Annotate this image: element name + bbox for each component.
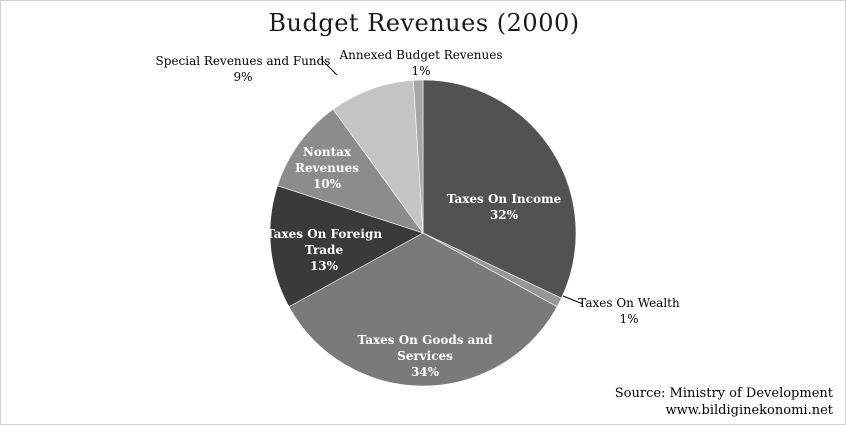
slice-value-special-revenues-and-funds: 9% — [233, 70, 252, 84]
slice-label-taxes-on-foreign-trade: Taxes On Foreign — [266, 227, 382, 241]
slice-label-taxes-on-goods-and-services: Taxes On Goods and — [357, 333, 493, 347]
slice-value-taxes-on-income: 32% — [490, 208, 519, 222]
source-line: Source: Ministry of Development — [614, 386, 833, 401]
slice-label-taxes-on-wealth: Taxes On Wealth — [578, 296, 680, 310]
slice-label-special-revenues-and-funds: Special Revenues and Funds — [156, 54, 331, 68]
pie-slice-taxes-on-income — [422, 79, 577, 299]
slice-value-taxes-on-wealth: 1% — [619, 312, 638, 326]
leader-line-taxes-on-wealth — [562, 295, 584, 305]
slice-label-taxes-on-goods-and-services: Services — [397, 349, 453, 363]
leader-line-special-revenues-and-funds — [320, 58, 338, 76]
slice-value-taxes-on-goods-and-services: 34% — [411, 365, 440, 379]
pie-slice-nontax-revenues — [277, 108, 424, 234]
source-url: www.bildiginekonomi.net — [665, 403, 833, 418]
slice-value-taxes-on-foreign-trade: 13% — [310, 259, 339, 273]
pie-slice-taxes-on-goods-and-services — [288, 232, 558, 387]
source-note: Source: Ministry of Development www.bild… — [615, 385, 833, 419]
pie-slice-annexed-budget-revenues — [413, 79, 424, 234]
pie-slice-taxes-on-foreign-trade — [269, 185, 424, 308]
slice-label-nontax-revenues: Nontax — [303, 145, 352, 159]
slice-value-nontax-revenues: 10% — [313, 177, 342, 191]
chart-title: Budget Revenues (2000) — [268, 9, 580, 37]
slice-value-annexed-budget-revenues: 1% — [411, 64, 430, 78]
slice-label-taxes-on-income: Taxes On Income — [447, 192, 562, 206]
slice-label-taxes-on-foreign-trade: Trade — [305, 243, 344, 257]
slice-label-nontax-revenues: Revenues — [295, 161, 359, 175]
slice-label-annexed-budget-revenues: Annexed Budget Revenues — [339, 48, 503, 62]
pie-slice-special-revenues-and-funds — [332, 79, 424, 235]
